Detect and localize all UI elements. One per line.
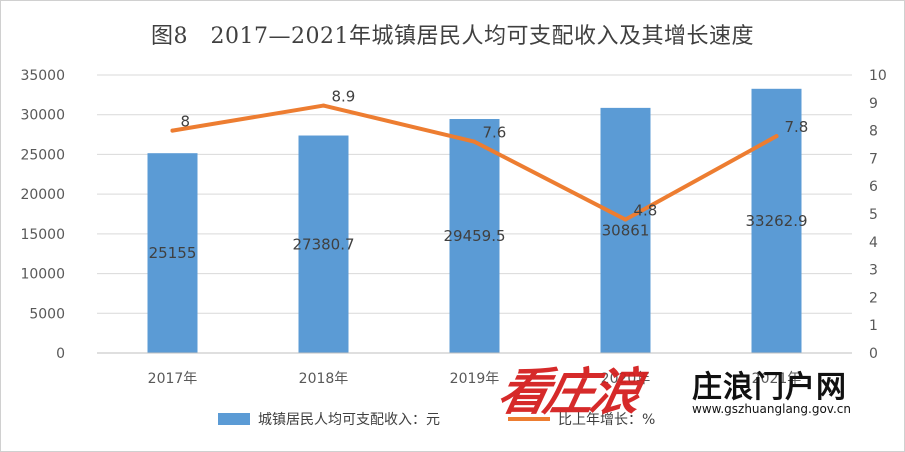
growth-point bbox=[170, 128, 175, 133]
bar-data-label: 29459.5 bbox=[443, 227, 505, 245]
x-tick-label: 2018年 bbox=[299, 371, 349, 387]
y-left-tick-label: 30000 bbox=[20, 108, 65, 124]
y-right-tick-label: 7 bbox=[869, 151, 878, 167]
y-left-tick-label: 10000 bbox=[20, 267, 65, 283]
legend-bar-label: 城镇居民人均可支配收入：元 bbox=[258, 412, 440, 428]
y-left-tick-label: 5000 bbox=[29, 306, 65, 322]
y-left-tick-label: 15000 bbox=[20, 227, 65, 243]
bar-data-label: 30861 bbox=[602, 221, 650, 239]
bar bbox=[298, 135, 349, 353]
y-right-tick-label: 5 bbox=[869, 207, 878, 223]
legend-bar-swatch bbox=[218, 413, 250, 425]
watermark-url: www.gszhuanglang.gov.cn bbox=[692, 402, 851, 416]
line-data-label: 8 bbox=[181, 113, 191, 131]
bar bbox=[751, 88, 802, 353]
growth-point bbox=[321, 103, 326, 108]
bar bbox=[449, 119, 500, 353]
y-right-tick-label: 0 bbox=[869, 346, 878, 362]
y-right-tick-label: 10 bbox=[869, 68, 887, 84]
y-right-tick-label: 3 bbox=[869, 263, 878, 279]
bar bbox=[600, 107, 651, 353]
bar-data-label: 33262.9 bbox=[745, 212, 807, 230]
y-right-tick-label: 4 bbox=[869, 235, 878, 251]
x-tick-label: 2021年 bbox=[752, 371, 802, 387]
line-data-label: 8.9 bbox=[332, 88, 356, 106]
chart-title: 图8 2017—2021年城镇居民人均可支配收入及其增长速度 bbox=[151, 24, 754, 49]
y-right-tick-label: 1 bbox=[869, 318, 878, 334]
y-right-tick-label: 6 bbox=[869, 179, 878, 195]
legend-line-label: 比上年增长：% bbox=[558, 412, 655, 428]
line-data-label: 7.8 bbox=[785, 118, 809, 136]
watermark-logo: 看庄浪 bbox=[492, 362, 644, 421]
y-left-tick-label: 20000 bbox=[20, 187, 65, 203]
growth-point bbox=[623, 217, 628, 222]
y-right-tick-label: 2 bbox=[869, 290, 878, 306]
growth-point bbox=[774, 134, 779, 139]
watermark-site-name: 庄浪门户网 bbox=[692, 370, 847, 405]
y-right-tick-label: 8 bbox=[869, 124, 878, 140]
x-tick-label: 2019年 bbox=[450, 371, 500, 387]
line-data-label: 4.8 bbox=[634, 202, 658, 220]
y-right-tick-label: 9 bbox=[869, 96, 878, 112]
bar-data-label: 25155 bbox=[149, 244, 197, 262]
x-tick-label: 2017年 bbox=[148, 371, 198, 387]
bar bbox=[147, 153, 198, 353]
y-left-tick-label: 25000 bbox=[20, 147, 65, 163]
watermark: 看庄浪 庄浪门户网 www.gszhuanglang.gov.cn bbox=[493, 352, 900, 422]
growth-point bbox=[472, 139, 477, 144]
y-left-tick-label: 35000 bbox=[20, 68, 65, 84]
x-tick-label: 2020年 bbox=[601, 371, 651, 387]
y-left-tick-label: 0 bbox=[56, 346, 65, 362]
bar-data-label: 27380.7 bbox=[292, 235, 354, 253]
line-data-label: 7.6 bbox=[483, 124, 507, 142]
